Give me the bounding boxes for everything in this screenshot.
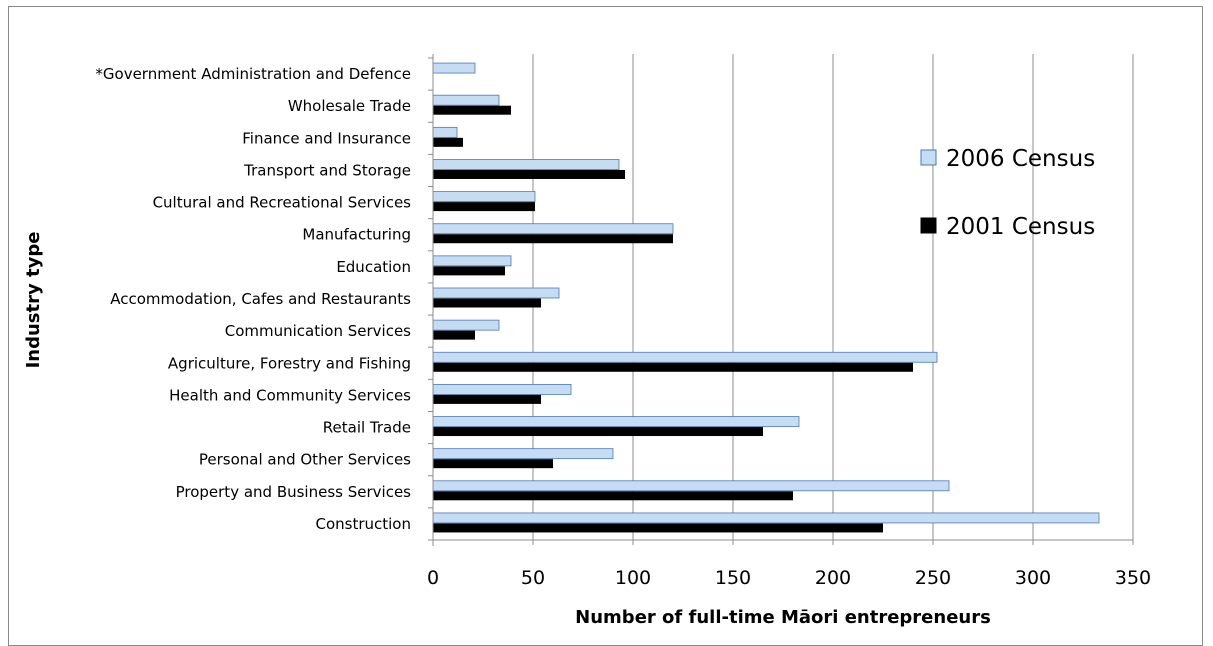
bar-2006 xyxy=(432,351,938,363)
bar-2001 xyxy=(433,427,763,437)
x-tick-labels: 0 50 100 150 200 250 300 350 xyxy=(427,567,1151,589)
legend-swatch xyxy=(920,217,937,234)
bar-2006 xyxy=(432,287,560,299)
bar-2001 xyxy=(433,523,883,533)
category-label: Communication Services xyxy=(225,322,411,340)
bar-2006 xyxy=(432,62,476,74)
x-tick-label: 200 xyxy=(815,567,851,589)
category-label: Property and Business Services xyxy=(176,483,412,501)
category-label: *Government Administration and Defence xyxy=(95,65,411,83)
bar-2006 xyxy=(432,94,500,106)
category-label: Manufacturing xyxy=(302,226,411,244)
x-tick-label: 350 xyxy=(1115,567,1151,589)
x-tick-label: 250 xyxy=(915,567,951,589)
bar-2001 xyxy=(433,105,511,115)
legend-label: 2001 Census xyxy=(946,214,1095,240)
category-labels: *Government Administration and Defence Wh… xyxy=(95,65,411,533)
category-label: Wholesale Trade xyxy=(288,97,411,115)
x-tick-label: 300 xyxy=(1015,567,1051,589)
x-tick-label: 150 xyxy=(715,567,751,589)
bar-2001 xyxy=(433,330,475,340)
bars xyxy=(432,62,1100,533)
category-label: Construction xyxy=(315,515,411,533)
gridlines xyxy=(532,54,1134,540)
bar-2006 xyxy=(432,416,800,427)
bar-2006 xyxy=(432,126,458,138)
category-label: Accommodation, Cafes and Restaurants xyxy=(110,290,411,308)
bar-2006 xyxy=(432,223,674,235)
bar-2001 xyxy=(433,298,541,308)
category-label: Retail Trade xyxy=(323,419,411,437)
x-axis-title: Number of full-time Māori entrepreneurs xyxy=(575,607,991,628)
bar-2006 xyxy=(432,383,572,395)
x-tick-label: 100 xyxy=(615,567,651,589)
bar-2006 xyxy=(432,319,500,331)
bar-2006 xyxy=(432,448,614,460)
category-label: Personal and Other Services xyxy=(199,451,411,469)
x-tick-label: 50 xyxy=(521,567,545,589)
bar-2001 xyxy=(433,459,553,469)
bar-2001 xyxy=(433,491,793,501)
bar-2001 xyxy=(433,234,673,244)
category-label: Finance and Insurance xyxy=(242,129,411,147)
bar-chart: *Government Administration and Defence Wh… xyxy=(23,54,1151,628)
category-label: Health and Community Services xyxy=(169,386,411,404)
legend-swatch xyxy=(920,149,937,166)
bar-2006 xyxy=(432,480,950,492)
category-label: Transport and Storage xyxy=(243,161,411,179)
bar-2006 xyxy=(432,255,512,267)
bar-2001 xyxy=(433,137,463,147)
bar-2001 xyxy=(433,394,541,404)
y-axis-title: Industry type xyxy=(23,232,44,369)
x-tick-label: 0 xyxy=(427,567,439,589)
bar-2001 xyxy=(433,266,505,276)
bar-2006 xyxy=(432,159,620,170)
bar-2001 xyxy=(433,362,913,372)
bar-2001 xyxy=(433,169,625,179)
axes xyxy=(428,54,1134,546)
category-label: Agriculture, Forestry and Fishing xyxy=(168,354,411,372)
category-label: Cultural and Recreational Services xyxy=(153,194,412,212)
legend-label: 2006 Census xyxy=(946,146,1095,172)
bar-2006 xyxy=(432,191,536,203)
chart-frame xyxy=(8,6,1203,646)
bar-2006 xyxy=(432,512,1100,524)
bar-2001 xyxy=(433,202,535,212)
legend: 2006 Census 2001 Census xyxy=(920,146,1095,240)
category-label: Education xyxy=(336,258,411,276)
